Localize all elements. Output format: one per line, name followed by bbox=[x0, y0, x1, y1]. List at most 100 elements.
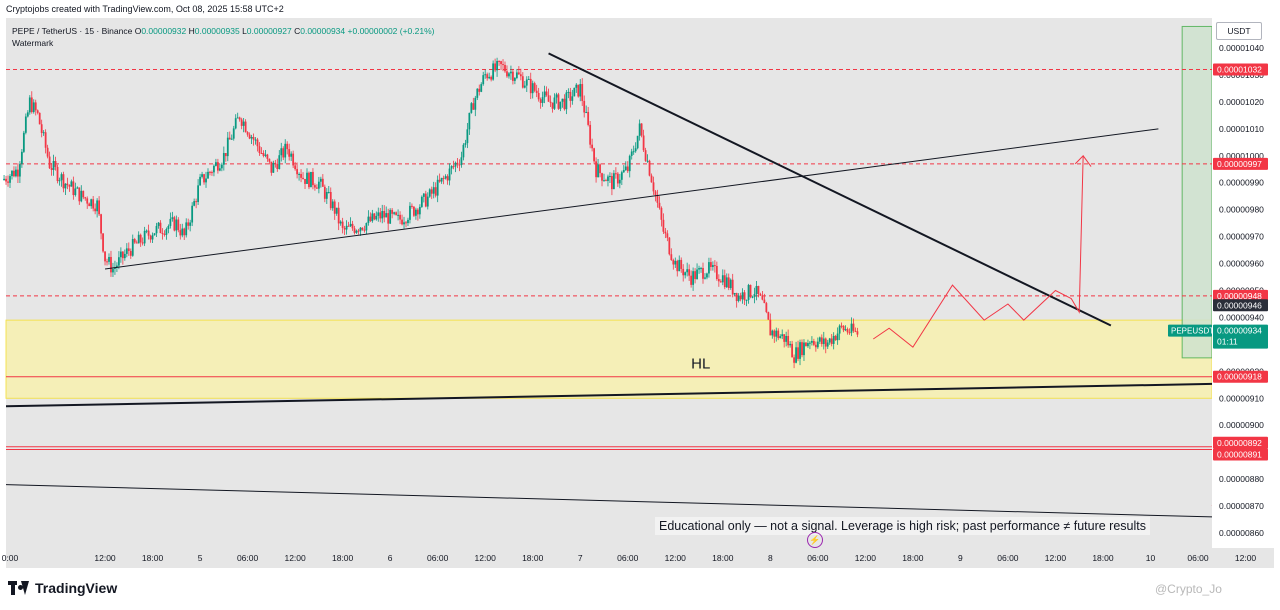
candle-body bbox=[541, 97, 544, 103]
candle-body bbox=[553, 97, 556, 109]
candle-body bbox=[472, 103, 475, 110]
candle-body bbox=[5, 178, 7, 182]
candle-body bbox=[28, 97, 31, 113]
candle-body bbox=[88, 203, 91, 207]
candle-body bbox=[690, 275, 693, 285]
candle-body bbox=[648, 160, 651, 176]
price-tick: 0.00001000 bbox=[1219, 151, 1264, 161]
chart-area[interactable] bbox=[6, 18, 1274, 568]
time-tick: 06:00 bbox=[617, 553, 639, 563]
price-tag bbox=[1213, 289, 1268, 302]
candle-body bbox=[702, 268, 704, 279]
time-tick: 06:00 bbox=[807, 553, 829, 563]
candle-body bbox=[452, 166, 455, 168]
candle-body bbox=[674, 260, 677, 265]
candle-body bbox=[805, 342, 807, 347]
candle-body bbox=[484, 74, 487, 76]
lightning-icon[interactable]: ⚡ bbox=[807, 532, 823, 548]
candle-body bbox=[377, 212, 380, 216]
candle-body bbox=[638, 123, 641, 136]
candle-body bbox=[642, 135, 645, 151]
candle-body bbox=[145, 230, 148, 232]
candle-body bbox=[193, 201, 196, 206]
currency-button[interactable]: USDT bbox=[1216, 22, 1262, 40]
candle-body bbox=[288, 149, 291, 157]
candle-body bbox=[624, 166, 627, 171]
candle-body bbox=[523, 85, 526, 88]
candle-body bbox=[169, 218, 172, 226]
tradingview-logo[interactable]: TradingView bbox=[8, 580, 117, 596]
candle-body bbox=[708, 262, 710, 274]
time-tick: 18:00 bbox=[902, 553, 924, 563]
candle-body bbox=[490, 76, 493, 80]
candle-body bbox=[656, 195, 659, 203]
projection-arrowhead bbox=[1074, 155, 1092, 167]
candle-body bbox=[529, 78, 532, 94]
candle-body bbox=[844, 329, 847, 331]
candle-body bbox=[355, 230, 358, 233]
candle-body bbox=[11, 170, 13, 177]
candle-body bbox=[78, 187, 81, 202]
candle-body bbox=[684, 272, 687, 276]
candle-body bbox=[357, 230, 360, 232]
candle-body bbox=[100, 214, 102, 234]
time-tick: 12:00 bbox=[1235, 553, 1257, 563]
price-tick: 0.00000860 bbox=[1219, 528, 1264, 538]
candle-body bbox=[108, 256, 110, 262]
candle-body bbox=[426, 196, 429, 207]
candle-body bbox=[333, 201, 336, 214]
candle-body bbox=[749, 284, 752, 297]
candle-body bbox=[733, 292, 736, 295]
candle-body bbox=[298, 173, 300, 175]
candle-body bbox=[157, 222, 160, 226]
candle-body bbox=[737, 295, 740, 302]
time-tick: 12:00 bbox=[284, 553, 306, 563]
candle-body bbox=[482, 75, 485, 85]
candle-body bbox=[331, 201, 334, 209]
close-value: 0.00000934 bbox=[300, 26, 346, 36]
candle-body bbox=[660, 207, 663, 220]
candle-body bbox=[118, 257, 120, 266]
candle-body bbox=[458, 164, 461, 166]
price-tag-text: 0.00000946 bbox=[1217, 300, 1262, 310]
candle-body bbox=[658, 202, 661, 208]
candle-body bbox=[715, 265, 718, 280]
candle-body bbox=[603, 180, 605, 182]
trendlines-layer bbox=[5, 52, 1213, 518]
candle-body bbox=[506, 71, 508, 77]
candle-body bbox=[846, 329, 849, 333]
candle-body bbox=[654, 191, 657, 196]
candle-body bbox=[246, 132, 249, 135]
candle-body bbox=[335, 207, 338, 214]
symbol-name: PEPE / TetherUS · 15 · Binance bbox=[12, 26, 133, 36]
candle-body bbox=[294, 165, 297, 170]
candle-body bbox=[476, 88, 479, 98]
candle-body bbox=[189, 222, 192, 226]
candle-body bbox=[317, 181, 320, 189]
candles-layer bbox=[3, 57, 859, 369]
candle-body bbox=[563, 98, 566, 110]
candle-body bbox=[519, 74, 522, 77]
candle-body bbox=[508, 73, 510, 77]
candle-body bbox=[236, 117, 239, 119]
candle-body bbox=[710, 262, 712, 267]
candle-body bbox=[367, 216, 370, 223]
candle-body bbox=[133, 239, 136, 243]
candle-body bbox=[409, 205, 411, 220]
candle-body bbox=[474, 97, 477, 110]
candle-body bbox=[496, 60, 498, 71]
candle-body bbox=[220, 164, 223, 169]
candle-body bbox=[826, 342, 829, 347]
candle-body bbox=[177, 219, 180, 231]
candle-body bbox=[375, 215, 378, 220]
candle-body bbox=[20, 151, 23, 165]
candle-body bbox=[793, 357, 795, 363]
candle-body bbox=[232, 128, 235, 139]
candle-body bbox=[666, 233, 669, 238]
candle-body bbox=[319, 178, 322, 182]
candle-body bbox=[854, 330, 857, 332]
candle-body bbox=[547, 95, 550, 102]
symbol-tag-text: PEPEUSDT bbox=[1171, 327, 1214, 336]
price-tag-text: 0.00000918 bbox=[1217, 372, 1262, 382]
